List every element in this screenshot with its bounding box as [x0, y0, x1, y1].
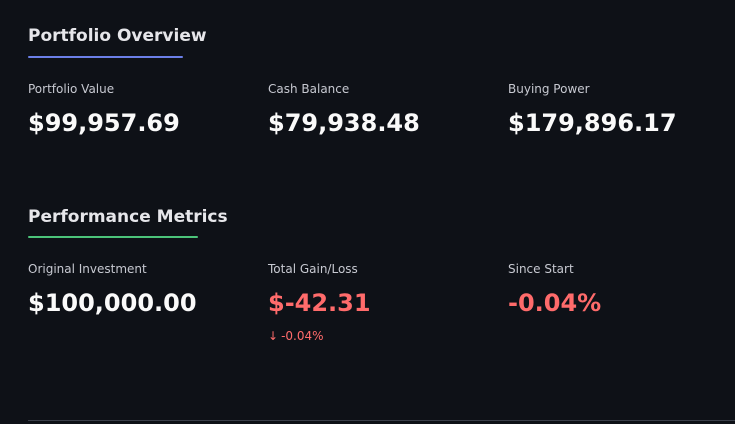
- metric-label: Since Start: [508, 262, 574, 276]
- delta-value: -0.04%: [281, 329, 324, 343]
- metric-total-gain-loss: Total Gain/Loss $-42.31 ↓ -0.04%: [268, 261, 488, 344]
- delta-indicator: ↓ -0.04%: [268, 328, 488, 344]
- metric-value: $99,957.69: [28, 109, 180, 137]
- metric-portfolio-value: Portfolio Value $99,957.69: [28, 81, 248, 138]
- portfolio-overview-heading: Portfolio Overview: [28, 26, 207, 46]
- metric-value: $79,938.48: [268, 109, 420, 137]
- metric-label: Original Investment: [28, 262, 147, 276]
- metric-value: -0.04%: [508, 289, 602, 317]
- performance-metrics-underline: [28, 236, 198, 238]
- metric-label: Cash Balance: [268, 82, 350, 96]
- metric-label: Portfolio Value: [28, 82, 115, 96]
- section-divider: [28, 420, 735, 421]
- metric-buying-power: Buying Power $179,896.17: [508, 81, 728, 138]
- metric-cash-balance: Cash Balance $79,938.48: [268, 81, 488, 138]
- metric-since-start: Since Start -0.04%: [508, 261, 728, 318]
- metric-value: $100,000.00: [28, 289, 197, 317]
- metric-label: Total Gain/Loss: [268, 262, 358, 276]
- metric-value: $-42.31: [268, 289, 371, 317]
- metric-original-investment: Original Investment $100,000.00: [28, 261, 248, 318]
- metric-value: $179,896.17: [508, 109, 677, 137]
- performance-metrics-heading: Performance Metrics: [28, 207, 228, 227]
- portfolio-overview-underline: [28, 56, 183, 58]
- metric-label: Buying Power: [508, 82, 590, 96]
- arrow-down-icon: ↓: [268, 329, 279, 343]
